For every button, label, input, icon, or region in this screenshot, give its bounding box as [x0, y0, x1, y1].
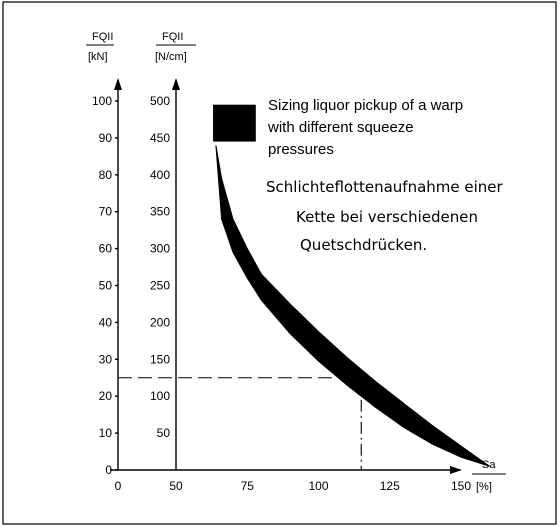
- y-ncm-tick-label: 500: [150, 94, 170, 108]
- y-ncm-tick-label: 350: [150, 205, 170, 219]
- x-axis-unit: [%]: [476, 481, 492, 493]
- y-kn-tick-label: 50: [99, 279, 113, 293]
- y-kn-tick-label: 0: [105, 463, 112, 477]
- y-kn-tick-label: 40: [99, 315, 113, 329]
- y-kn-tick-label: 20: [99, 389, 113, 403]
- y-ncm-tick-label: 200: [150, 315, 170, 329]
- y-ncm-tick-label: 400: [150, 168, 170, 182]
- x-tick-label: 150: [451, 479, 471, 493]
- x-tick-label: 50: [169, 479, 183, 493]
- annotation-german-line-2: Kette bei verschiedenen: [296, 208, 478, 226]
- annotation-english-line-1: Sizing liquor pickup of a warp: [268, 97, 463, 114]
- pickup-band-top-block: [213, 104, 256, 142]
- annotation-english-line-2: with different squeeze: [267, 119, 414, 136]
- y-kn-tick-label: 100: [92, 94, 112, 108]
- y-ncm-symbol: FQII: [162, 31, 183, 43]
- y-ncm-unit: [N/cm]: [155, 51, 187, 63]
- x-axis-arrow: [450, 466, 462, 474]
- y-kn-tick-label: 80: [99, 168, 113, 182]
- y-ncm-tick-label: 150: [150, 352, 170, 366]
- y-kn-unit: [kN]: [88, 51, 108, 63]
- chart-layer: 0 10 20 30 40 50 60 70 80 90 100 50 100 150 200 250 300 3…: [92, 78, 490, 493]
- x-tick-label: 75: [241, 479, 255, 493]
- y-ncm-axis-arrow: [172, 78, 180, 90]
- y-kn-axis-arrow: [114, 78, 122, 90]
- pickup-band: [215, 145, 490, 467]
- y-ncm-tick-label: 450: [150, 131, 170, 145]
- y-ncm-tick-label: 50: [157, 426, 171, 440]
- y-kn-tick-label: 70: [99, 205, 113, 219]
- y-kn-symbol: FQII: [92, 31, 113, 43]
- y-kn-tick-label: 90: [99, 131, 113, 145]
- x-tick-label: 0: [115, 479, 122, 493]
- annotation-german-line-1: Schlichteflottenaufnahme einer: [266, 178, 504, 196]
- y-kn-tick-label: 60: [99, 242, 113, 256]
- x-axis-symbol: Sa: [482, 459, 496, 471]
- y-ncm-tick-label: 300: [150, 242, 170, 256]
- x-tick-label: 125: [380, 479, 400, 493]
- x-tick-label: 100: [308, 479, 328, 493]
- annotation-english-line-3: pressures: [268, 141, 334, 158]
- annotation-german-line-3: Quetschdrücken.: [300, 236, 427, 254]
- y-kn-tick-label: 10: [99, 426, 113, 440]
- y-kn-tick-label: 30: [99, 352, 113, 366]
- y-ncm-tick-label: 100: [150, 389, 170, 403]
- y-ncm-tick-label: 250: [150, 279, 170, 293]
